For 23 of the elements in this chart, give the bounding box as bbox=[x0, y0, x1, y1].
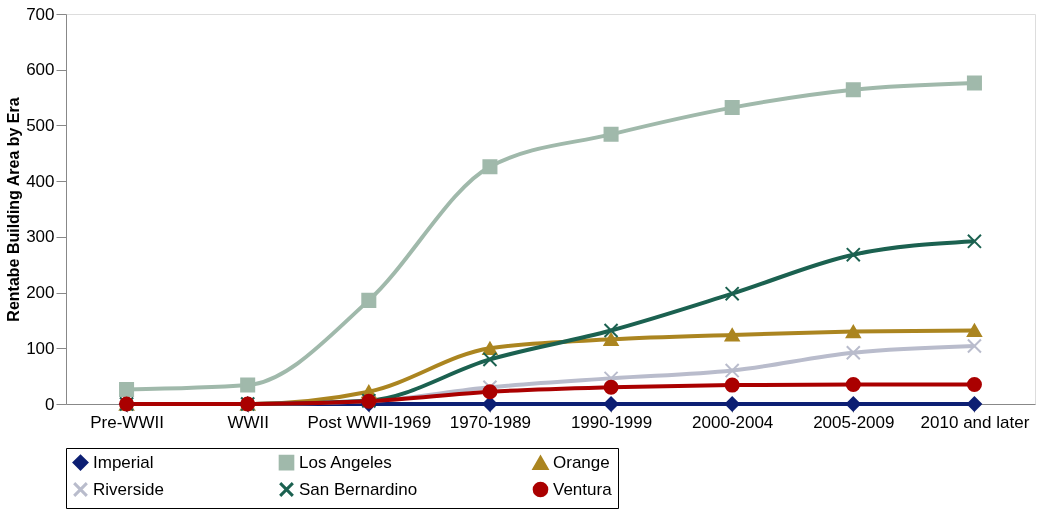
legend-label: Imperial bbox=[93, 452, 154, 472]
y-tick-label: 200 bbox=[26, 283, 55, 303]
x-tick-label: 2000-2004 bbox=[692, 412, 774, 432]
y-tick-label: 700 bbox=[26, 4, 55, 24]
y-tick-label: 500 bbox=[26, 115, 55, 135]
x-tick-label: 2010 and later bbox=[920, 412, 1030, 432]
legend-label: Riverside bbox=[93, 479, 164, 499]
y-tick-label: 400 bbox=[26, 171, 55, 191]
legend-label: Ventura bbox=[553, 479, 613, 499]
x-tick-label: WWII bbox=[227, 412, 269, 432]
legend-label: Orange bbox=[553, 453, 610, 473]
x-tick-label: 1970-1989 bbox=[449, 412, 532, 432]
y-axis-title: Rentabe Building Area by Era bbox=[5, 97, 23, 322]
y-tick-label: 100 bbox=[26, 338, 55, 358]
y-tick-label: 0 bbox=[45, 394, 55, 414]
x-tick-label: 1990-1999 bbox=[570, 412, 653, 432]
y-tick-label: 300 bbox=[26, 227, 55, 247]
legend-label: Los Angeles bbox=[299, 452, 392, 472]
x-tick-label: 2005-2009 bbox=[813, 412, 895, 432]
y-tick-label: 600 bbox=[26, 60, 55, 80]
x-tick-label: Post WWII-1969 bbox=[307, 412, 432, 432]
legend-label: San Bernardino bbox=[299, 479, 418, 499]
x-tick-label: Pre-WWII bbox=[90, 412, 164, 432]
